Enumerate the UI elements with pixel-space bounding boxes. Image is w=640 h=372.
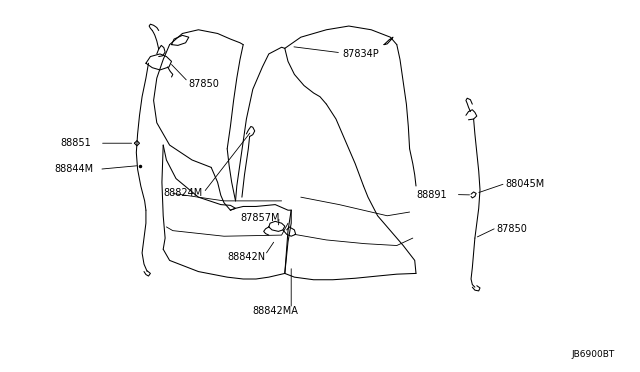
Text: JB6900BT: JB6900BT — [571, 350, 614, 359]
Text: 88844M: 88844M — [54, 164, 93, 174]
Text: 87834P: 87834P — [342, 49, 379, 59]
Text: 87857M: 87857M — [240, 213, 280, 222]
Text: 88891: 88891 — [416, 190, 447, 200]
Text: 88851: 88851 — [61, 138, 92, 148]
Text: 88842N: 88842N — [227, 252, 266, 262]
Text: 87850: 87850 — [496, 224, 527, 234]
Text: 88824M: 88824M — [163, 189, 202, 198]
Text: 88842MA: 88842MA — [253, 306, 299, 315]
Text: 88045M: 88045M — [506, 179, 545, 189]
Text: 87850: 87850 — [189, 79, 220, 89]
